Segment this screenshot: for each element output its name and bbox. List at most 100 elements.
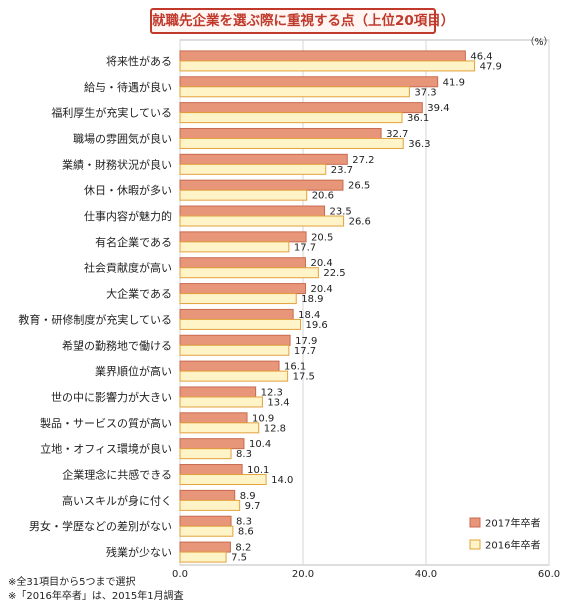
category-label: 社会貢献度が高い [84, 261, 172, 275]
bar-series-2016 [179, 551, 227, 563]
data-label: 13.4 [267, 397, 289, 408]
data-label: 19.6 [306, 320, 328, 331]
data-label: 37.3 [414, 87, 436, 98]
data-label: 27.2 [352, 155, 374, 166]
bar-series-2017 [179, 257, 306, 269]
data-label: 20.4 [310, 284, 332, 295]
data-label: 12.8 [264, 423, 286, 434]
bar-series-2017 [179, 464, 243, 476]
bar-series-2016 [179, 474, 267, 486]
data-label: 18.9 [301, 294, 323, 305]
bar-series-2016 [179, 267, 319, 279]
bar-series-2017 [179, 412, 248, 424]
x-tick-label: 40.0 [415, 569, 437, 580]
x-tick-label: 20.0 [292, 569, 314, 580]
bar-series-2016 [179, 241, 290, 253]
data-label: 17.9 [295, 336, 317, 347]
category-label: 男女・学歴などの差別がない [29, 519, 172, 533]
category-label: 残業が少ない [106, 545, 172, 559]
footnote: ※全31項目から5つまで選択 [8, 577, 136, 588]
data-label: 8.3 [236, 517, 252, 528]
bar-series-2017 [179, 515, 232, 527]
data-label: 18.4 [298, 310, 320, 321]
bar-series-2016 [179, 396, 263, 408]
data-label: 8.3 [236, 449, 252, 460]
data-label: 39.4 [427, 103, 449, 114]
data-label: 10.9 [252, 413, 274, 424]
legend-label: 2016年卒者 [485, 539, 540, 552]
data-label: 26.6 [349, 217, 371, 228]
bar-series-2017 [179, 438, 245, 450]
data-label: 8.6 [238, 527, 254, 538]
bar-series-2016 [179, 318, 302, 330]
data-label: 20.4 [310, 258, 332, 269]
x-tick-label: 60.0 [538, 569, 560, 580]
data-label: 20.5 [311, 232, 333, 243]
data-label: 20.6 [312, 191, 334, 202]
category-label: 高いスキルが身に付く [62, 493, 172, 507]
data-label: 36.3 [408, 139, 430, 150]
legend-label: 2017年卒者 [485, 517, 540, 530]
bar-series-2017 [179, 283, 306, 295]
bar-series-2017 [179, 360, 280, 372]
bar-series-2017 [179, 489, 236, 501]
data-label: 23.7 [331, 165, 353, 176]
bar-series-2016 [179, 422, 260, 434]
bar-series-2017 [179, 231, 307, 243]
x-tick-label: 0.0 [172, 569, 188, 580]
bar-series-2017 [179, 102, 423, 114]
category-label: 立地・オフィス環境が良い [40, 442, 172, 456]
data-label: 26.5 [348, 181, 370, 192]
data-label: 17.7 [294, 242, 316, 253]
category-label: 製品・サービスの質が高い [40, 416, 172, 430]
bar-series-2017 [179, 50, 466, 62]
bar-series-2016 [179, 499, 241, 511]
category-label: 有名企業である [95, 235, 172, 249]
category-label: 休日・休暇が多い [84, 183, 172, 197]
data-label: 8.2 [235, 543, 251, 554]
category-label: 職場の雰囲気が良い [73, 131, 172, 145]
data-label: 14.0 [271, 475, 293, 486]
category-label: 業績・財務状況が良い [62, 157, 172, 171]
category-label: 世の中に影響力が大きい [51, 390, 172, 404]
data-label: 16.1 [284, 362, 306, 373]
bar-series-2016 [179, 137, 404, 149]
bar-series-2016 [179, 112, 403, 124]
bar-series-2016 [179, 293, 297, 305]
bar-series-2016 [179, 215, 345, 227]
data-label: 8.9 [240, 491, 256, 502]
data-label: 32.7 [386, 129, 408, 140]
footnotes: ※全31項目から5つまで選択 ※「2016年卒者」は、2015年1月調査 [8, 576, 184, 604]
bar-series-2017 [179, 76, 439, 88]
bar-series-2016 [179, 525, 234, 537]
bar-series-2016 [179, 163, 327, 175]
data-label: 10.1 [247, 465, 269, 476]
bar-series-2016 [179, 189, 308, 201]
data-label: 47.9 [480, 61, 502, 72]
category-label: 業界順位が高い [95, 364, 172, 378]
bar-series-2016 [179, 370, 289, 382]
category-label: 給与・待遇が良い [84, 80, 172, 94]
category-label: 将来性がある [106, 54, 172, 68]
data-label: 46.4 [470, 51, 492, 62]
legend-swatch [469, 539, 481, 550]
category-label: 企業理念に共感できる [62, 468, 172, 482]
bar-series-2017 [179, 153, 348, 165]
category-label: 希望の勤務地で働ける [62, 338, 172, 352]
bar-series-2016 [179, 448, 232, 460]
category-label: 仕事内容が魅力的 [84, 209, 172, 223]
bar-series-2017 [179, 541, 231, 553]
bar-series-2017 [179, 334, 291, 346]
bar-series-2016 [179, 344, 290, 356]
data-label: 7.5 [231, 553, 247, 564]
data-label: 41.9 [443, 77, 465, 88]
data-label: 12.3 [261, 387, 283, 398]
data-label: 23.5 [330, 207, 352, 218]
category-label: 福利厚生が充実している [51, 106, 172, 120]
bar-series-2017 [179, 127, 382, 139]
bar-series-2016 [179, 86, 410, 98]
chart-title: 就職先企業を選ぶ際に重視する点（上位20項目） [150, 8, 454, 34]
data-label: 22.5 [323, 268, 345, 279]
bar-series-2017 [179, 308, 294, 320]
